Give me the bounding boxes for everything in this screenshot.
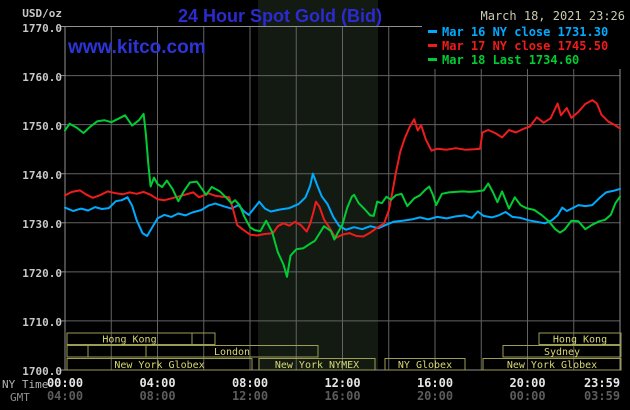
x-tick-label-gmt: 00:00	[509, 389, 546, 403]
price-line-mar17	[64, 99, 621, 239]
y-tick-label: 1760.0	[22, 70, 62, 84]
x-tick-label-ny: 23:59	[583, 376, 621, 390]
legend-label: Mar 17 NY close 1745.50	[442, 39, 609, 53]
ny-time-axis-label: NY Time	[2, 378, 49, 391]
legend-dash-icon	[428, 44, 437, 47]
y-tick-label: 1730.0	[22, 217, 62, 231]
legend-dash-icon	[428, 30, 437, 33]
session-label: New York Globex	[507, 360, 597, 371]
legend-item: Mar 16 NY close 1731.30	[428, 25, 628, 39]
session-label: Hong Kong	[553, 335, 607, 346]
session-label: NY Globex	[398, 360, 452, 371]
session-label: Hong Kong	[102, 335, 156, 346]
session-box	[482, 358, 622, 371]
legend-label: Mar 16 NY close 1731.30	[442, 25, 609, 39]
x-tick-label-gmt: 12:00	[231, 389, 269, 403]
price-line-mar16	[64, 172, 621, 237]
x-tick-label-gmt: 03:59	[583, 389, 621, 403]
x-tick-label-ny: 16:00	[416, 376, 454, 390]
x-tick-label-gmt: 20:00	[416, 389, 454, 403]
legend-label: Mar 18 Last 1734.60	[442, 53, 580, 67]
chart-datetime: March 18, 2021 23:26	[480, 9, 626, 23]
session-box	[258, 358, 376, 371]
y-tick-label: 1750.0	[22, 119, 62, 133]
session-label: London	[214, 347, 250, 358]
price-line-mar18	[64, 112, 621, 278]
session-box	[538, 332, 622, 345]
legend-item: Mar 18 Last 1734.60	[428, 53, 628, 67]
session-label: Sydney	[544, 347, 580, 358]
x-tick-label-gmt: 04:00	[46, 389, 84, 403]
y-tick-label: 1740.0	[22, 168, 62, 182]
y-tick-label: 1700.0	[22, 365, 62, 378]
session-label: New York Globex	[114, 360, 204, 371]
session-box	[66, 345, 89, 358]
session-box	[145, 345, 319, 358]
session-box	[66, 358, 253, 371]
kitco-watermark-link[interactable]: www.kitco.com	[68, 37, 206, 58]
x-tick-label-ny: 20:00	[509, 376, 546, 390]
session-label: New York NYMEX	[275, 360, 359, 371]
x-tick-label-gmt: 16:00	[324, 389, 361, 403]
session-box	[384, 358, 466, 371]
x-tick-label-ny: 12:00	[324, 376, 361, 390]
y-tick-label: 1720.0	[22, 266, 62, 280]
session-box	[87, 345, 147, 358]
chart-title: 24 Hour Spot Gold (Bid)	[178, 6, 382, 26]
x-tick-label-ny: 00:00	[46, 376, 84, 390]
y-axis-units-label: USD/oz	[22, 7, 62, 20]
legend-dash-icon	[428, 58, 437, 61]
y-tick-label: 1710.0	[22, 315, 62, 329]
legend-item: Mar 17 NY close 1745.50	[428, 39, 628, 53]
x-tick-label-gmt: 08:00	[139, 389, 176, 403]
session-box	[502, 345, 622, 358]
legend: Mar 16 NY close 1731.30 Mar 17 NY close 1…	[422, 24, 628, 69]
y-tick-label: 1770.0	[22, 21, 62, 35]
gmt-axis-label: GMT	[10, 391, 30, 404]
x-tick-label-ny: 08:00	[231, 376, 269, 390]
session-box	[191, 332, 216, 345]
x-tick-label-ny: 04:00	[139, 376, 176, 390]
